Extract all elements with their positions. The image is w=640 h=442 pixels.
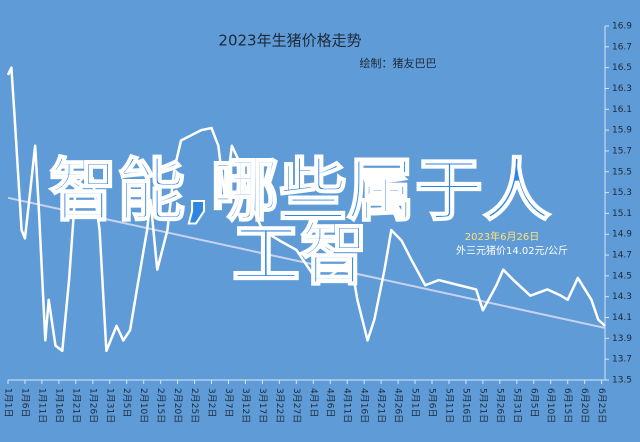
x-tick-label: 6月25日 [596,388,607,423]
y-tick-label: 16.7 [612,42,632,52]
x-tick-label: 6月20日 [579,388,590,423]
y-tick-label: 14.5 [612,271,632,281]
annotation: 2023年6月26日 [465,230,540,243]
x-tick-label: 4月21日 [376,388,387,423]
y-tick-label: 14.3 [612,292,632,302]
y-tick-label: 14.1 [612,313,632,323]
x-tick-label: 5月16日 [460,388,471,423]
x-tick-label: 5月21日 [477,388,488,423]
y-tick-label: 14.9 [612,230,632,240]
x-tick-label: 1月31日 [104,388,115,423]
y-tick-label: 15.7 [612,146,632,156]
x-tick-label: 1月16日 [53,388,64,423]
y-tick-label: 13.5 [612,376,632,386]
x-tick-label: 5月31日 [511,388,522,423]
chart-subtitle: 绘制：猪友巴巴 [360,56,437,70]
y-tick-label: 16.9 [612,22,632,32]
y-tick-label: 16.5 [612,63,632,73]
x-tick-label: 1月21日 [70,388,81,423]
x-tick-label: 3月22日 [274,388,285,423]
y-tick-label: 16.1 [612,105,632,115]
y-tick-label: 15.5 [612,167,632,177]
x-tick-label: 2月5日 [121,388,132,417]
x-tick-label: 5月11日 [443,388,454,423]
x-tick-label: 3月27日 [291,388,302,423]
x-tick-label: 3月12日 [240,388,251,423]
x-tick-label: 2月25日 [189,388,200,423]
x-tick-label: 1月26日 [87,388,98,423]
axes: 13.5 13.7 13.9 14.1 14.3 14.5 14.7 14.9 15.1 15.3… [3,22,633,424]
x-tick-label: 3月17日 [257,388,268,423]
x-tick-label: 4月26日 [393,388,404,423]
y-tick-label: 14.7 [612,251,632,261]
x-tick-label: 6月10日 [545,388,556,423]
x-tick-label: 2月10日 [138,388,149,423]
price-line [6,66,606,353]
y-tick-label: 15.3 [612,188,632,198]
overlay-text: 智能,哪些属于人工智 [48,152,552,295]
x-tick-label: 3月7日 [223,388,234,417]
x-tick-label: 1月11日 [36,388,47,423]
y-tick-label: 13.9 [612,334,632,344]
x-tick-label: 4月1日 [308,388,319,417]
x-tick-label: 1月1日 [3,388,14,417]
x-tick-label: 5月6日 [427,388,438,417]
x-tick-label: 2月15日 [155,388,166,423]
x-tick-label: 3月2日 [206,388,217,417]
y-tick-label: 15.1 [612,209,632,219]
x-tick-label: 4月6日 [325,388,336,417]
annotation: 外三元猪价14.02元/公斤 [456,245,568,257]
x-tick-label: 6月15日 [562,388,573,423]
chart-title: 2023年生猪价格走势 [218,32,361,50]
x-tick-label: 2月20日 [172,388,183,423]
x-tick-label: 5月1日 [410,388,421,417]
y-tick-label: 16.3 [612,84,632,94]
x-tick-label: 5月26日 [494,388,505,423]
x-tick-label: 4月16日 [359,388,370,423]
y-tick-label: 13.7 [612,355,632,365]
x-tick-label: 4月11日 [342,388,353,423]
x-tick-label: 1月6日 [19,388,30,417]
x-tick-label: 6月5日 [528,388,539,417]
y-tick-label: 15.9 [612,126,632,136]
